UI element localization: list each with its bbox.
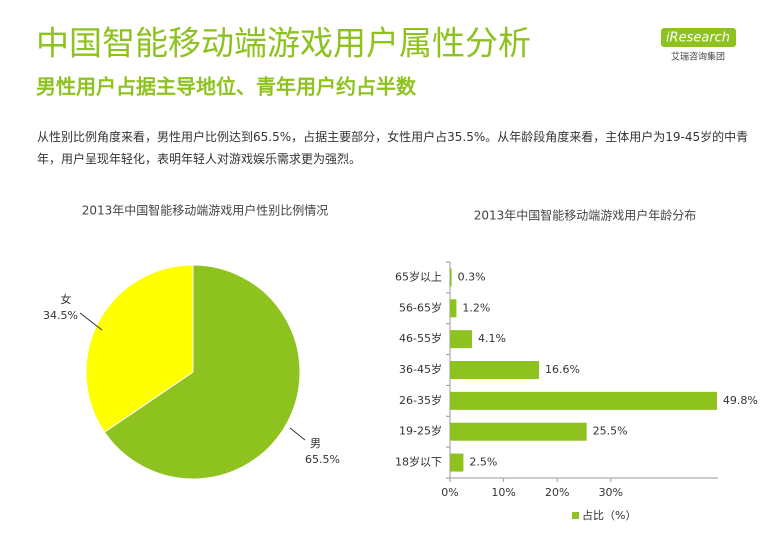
value-label: 49.8% [723,394,758,407]
bar [450,391,717,410]
y-tick-label: 36-45岁 [399,362,442,376]
value-label: 1.2% [462,301,490,314]
bar [450,422,587,441]
y-tick-label: 19-25岁 [399,424,442,438]
bar [450,268,452,287]
x-tick-label: 30% [599,486,623,499]
y-tick-label: 46-55岁 [399,331,442,345]
slice-name: 男 [310,437,321,450]
leader-line [289,427,306,441]
y-tick-label: 65岁以上 [395,269,442,283]
y-tick-label: 26-35岁 [399,393,442,407]
leader-line [79,312,103,331]
page-title: 中国智能移动端游戏用户属性分析 [36,24,531,63]
logo-name: iResearch [666,31,730,46]
y-tick-label: 56-65岁 [399,300,442,314]
logo-tagline: 艾瑞咨询集团 [671,51,725,63]
value-label: 4.1% [478,332,506,345]
legend-label: 占比（%） [582,508,636,522]
value-label: 16.6% [545,363,580,376]
bar [450,330,472,349]
chart-title: 2013年中国智能移动端游戏用户性别比例情况 [82,203,329,218]
chart-title: 2013年中国智能移动端游戏用户年龄分布 [474,208,697,223]
value-label: 25.5% [593,425,628,438]
bar [450,361,539,379]
pie-slice [85,264,194,433]
x-tick-label: 10% [491,486,515,499]
legend-swatch [572,512,579,519]
pie-slice [103,264,301,480]
paragraph: 从性别比例角度来看，男性用户比例达到65.5%，占据主要部分，女性用户占35.5… [37,130,749,166]
slice-label: 65.5% [305,453,340,466]
bar [450,299,457,318]
value-label: 0.3% [458,270,486,283]
y-tick-label: 18岁以下 [395,455,442,469]
value-label: 2.5% [469,456,497,469]
x-tick-label: 20% [545,486,569,499]
slice-name: 女 [61,292,72,306]
bar [450,453,464,472]
x-tick-label: 0% [441,486,458,499]
logo-box [661,28,736,47]
page-subtitle: 男性用户占据主导地位、青年用户约占半数 [36,75,417,99]
slice-label: 34.5% [43,309,78,322]
